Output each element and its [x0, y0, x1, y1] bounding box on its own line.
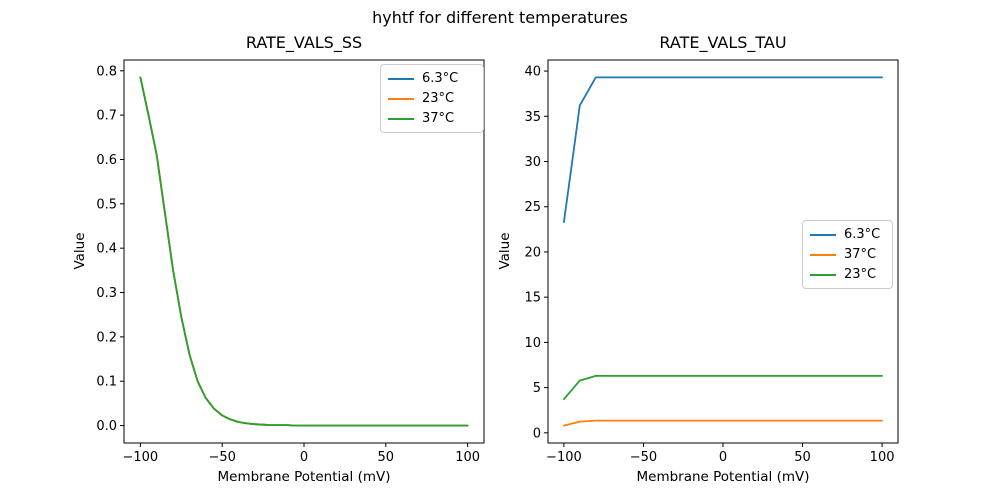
- x-tick-label: 100: [455, 450, 480, 465]
- x-tick-label: −50: [630, 450, 657, 465]
- y-tick-label: 0.1: [96, 375, 117, 390]
- series-line-23C: [563, 374, 883, 401]
- legend-label: 6.3°C: [422, 71, 459, 86]
- y-tick-label: 0.5: [96, 197, 117, 212]
- legend-label: 37°C: [422, 111, 455, 126]
- x-tick-label: 0: [300, 450, 308, 465]
- series-line-6-3C: [563, 76, 883, 224]
- legend-label: 37°C: [844, 247, 877, 262]
- right-y-axis-label: Value: [497, 232, 513, 270]
- figure-title: hyhtf for different temperatures: [372, 8, 628, 27]
- x-tick-label: 50: [794, 450, 811, 465]
- legend-label: 23°C: [422, 91, 455, 106]
- series-line-37C: [139, 76, 469, 427]
- legend-item: 6.3°C: [810, 226, 885, 243]
- y-tick-label: 0.0: [96, 419, 117, 434]
- left-y-axis-label: Value: [72, 232, 88, 270]
- y-tick-label: 0.6: [96, 153, 117, 168]
- y-tick-label: 0.8: [96, 64, 117, 79]
- legend-line-sample: [388, 77, 414, 80]
- x-tick-label: 100: [870, 450, 895, 465]
- x-tick-label: −100: [123, 450, 159, 465]
- y-tick-label: 0.2: [96, 330, 117, 345]
- legend-item: 6.3°C: [388, 70, 476, 87]
- left-axes-title: RATE_VALS_SS: [245, 33, 363, 52]
- y-tick-label: 40: [524, 65, 541, 80]
- legend-label: 6.3°C: [844, 227, 881, 242]
- right-axes-title: RATE_VALS_TAU: [659, 33, 787, 52]
- y-tick-label: 35: [524, 110, 541, 125]
- y-tick-label: 15: [524, 291, 541, 306]
- legend-line-sample: [810, 253, 836, 256]
- legend-item: 37°C: [810, 246, 885, 263]
- y-tick-label: 30: [524, 155, 541, 170]
- right-legend: 6.3°C 37°C 23°C: [802, 220, 893, 289]
- x-tick-label: 0: [719, 450, 727, 465]
- y-tick-label: 0.4: [96, 242, 117, 257]
- legend-line-sample: [810, 273, 836, 276]
- x-tick-label: −100: [546, 450, 582, 465]
- y-tick-label: 0: [533, 426, 541, 441]
- y-tick-label: 5: [533, 381, 541, 396]
- legend-item: 23°C: [388, 90, 476, 107]
- x-tick-label: −50: [208, 450, 235, 465]
- right-x-axis-label: Membrane Potential (mV): [636, 469, 810, 485]
- y-tick-label: 10: [524, 336, 541, 351]
- y-tick-label: 0.3: [96, 286, 117, 301]
- legend-line-sample: [810, 233, 836, 236]
- series-line-37C: [563, 419, 883, 427]
- legend-line-sample: [388, 97, 414, 100]
- legend-item: 23°C: [810, 266, 885, 283]
- legend-label: 23°C: [844, 267, 877, 282]
- y-tick-label: 25: [524, 200, 541, 215]
- left-legend: 6.3°C 23°C 37°C: [380, 64, 484, 133]
- left-x-axis-label: Membrane Potential (mV): [217, 469, 391, 485]
- x-tick-label: 50: [378, 450, 395, 465]
- y-tick-label: 20: [524, 245, 541, 260]
- y-tick-label: 0.7: [96, 109, 117, 124]
- legend-line-sample: [388, 117, 414, 120]
- legend-item: 37°C: [388, 110, 476, 127]
